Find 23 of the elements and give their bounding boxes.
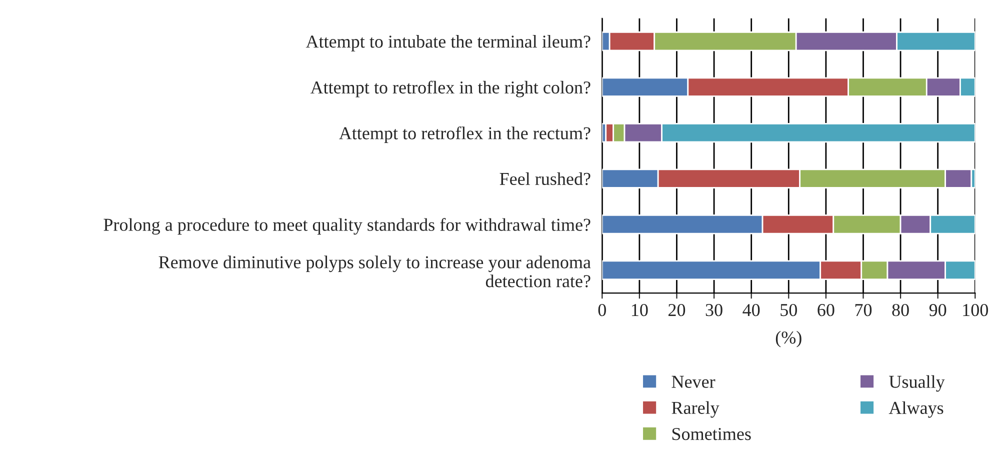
- y-tick-label: Prolong a procedure to meet quality standards for withdrawal time?: [104, 218, 590, 235]
- y-tick-label: Feel rushed?: [500, 172, 590, 186]
- legend-label: Always: [888, 401, 944, 418]
- legend-label: Rarely: [672, 401, 720, 418]
- x-tick-label: 50: [780, 304, 797, 316]
- x-tick-label: 10: [632, 304, 648, 316]
- x-tick-label: 0: [598, 304, 606, 316]
- legend-label: Never: [672, 376, 716, 388]
- x-tick-label: 20: [668, 304, 686, 316]
- y-tick-label: Attempt to intubate the terminal ileum?: [306, 35, 590, 52]
- x-tick-label: 100: [963, 304, 988, 316]
- y-tick-label: Attempt to retroflex in the rectum?: [339, 126, 590, 144]
- y-tick-label: Remove diminutive polyps solely to increase your adenoma detection rate?: [158, 256, 591, 288]
- legend-label: Sometimes: [672, 428, 751, 440]
- x-tick-label: 60: [818, 304, 834, 316]
- y-tick-label: Attempt to retroflex in the right colon?: [310, 80, 590, 98]
- x-tick-label: 30: [706, 304, 722, 316]
- x-tick-label: 80: [892, 304, 909, 316]
- x-tick-label: 40: [742, 304, 760, 316]
- x-tick-label: 90: [929, 304, 946, 316]
- legend-label: Usually: [889, 375, 945, 392]
- x-axis-title: (%): [776, 330, 802, 348]
- x-tick-label: 70: [855, 304, 872, 316]
